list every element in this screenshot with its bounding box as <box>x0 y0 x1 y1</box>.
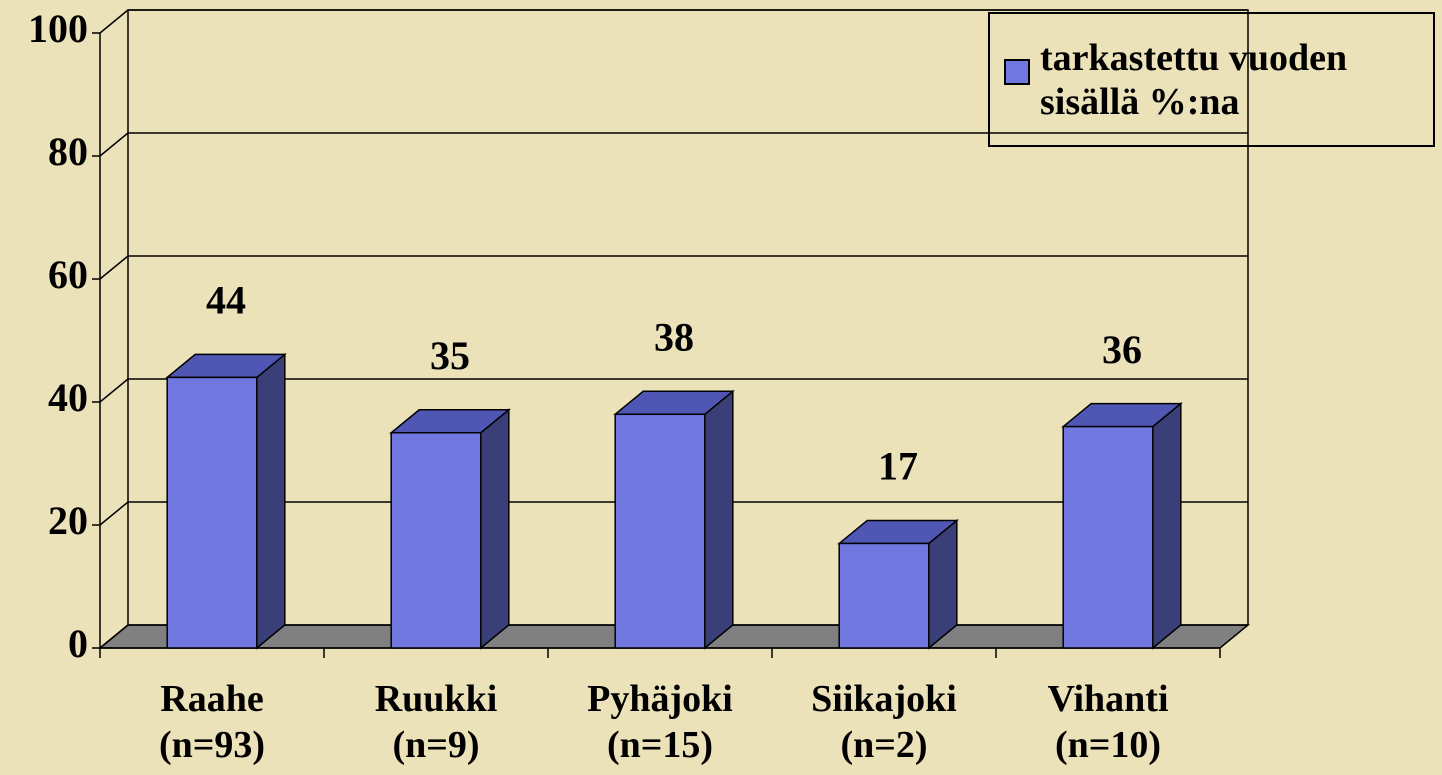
legend-label: tarkastettu vuoden sisällä %:na <box>1040 37 1348 123</box>
bar-side <box>1152 402 1182 650</box>
bar-side <box>480 408 510 650</box>
bar <box>166 376 258 649</box>
legend-swatch <box>1004 59 1030 85</box>
value-label: 36 <box>1102 327 1142 372</box>
x-tick-label: Ruukki (n=9) <box>374 678 498 766</box>
bar-side <box>256 352 286 650</box>
x-tick-label: Siikajoki (n=2) <box>811 678 957 766</box>
value-label: 44 <box>206 278 246 323</box>
value-label: 17 <box>878 444 918 489</box>
grid-line <box>99 255 129 280</box>
bar <box>838 542 930 649</box>
y-tick-label: 100 <box>28 6 88 51</box>
grid-line <box>99 378 129 403</box>
legend: tarkastettu vuoden sisällä %:na <box>988 12 1435 147</box>
grid-line <box>99 501 129 526</box>
bar <box>614 413 706 649</box>
y-tick-label: 40 <box>48 375 88 420</box>
x-tick-label: Pyhäjoki (n=15) <box>587 678 733 766</box>
bar <box>390 432 482 649</box>
grid-line <box>99 624 129 649</box>
y-tick-label: 0 <box>68 621 88 666</box>
grid-line <box>99 9 129 34</box>
x-tick-label: Vihanti (n=10) <box>1047 678 1169 766</box>
y-tick-label: 80 <box>48 129 88 174</box>
y-tick-label: 60 <box>48 252 88 297</box>
bar-side <box>704 389 734 650</box>
grid-line <box>99 132 129 157</box>
bar <box>1062 425 1154 649</box>
value-label: 38 <box>654 314 694 359</box>
y-tick-label: 20 <box>48 498 88 543</box>
x-tick-label: Raahe (n=93) <box>158 678 266 766</box>
value-label: 35 <box>430 333 470 378</box>
